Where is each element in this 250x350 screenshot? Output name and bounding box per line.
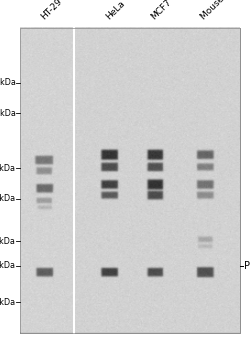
Text: 35kDa: 35kDa	[0, 261, 16, 270]
Text: 25kDa: 25kDa	[0, 298, 16, 307]
Text: 40kDa: 40kDa	[0, 237, 16, 246]
Text: 130kDa: 130kDa	[0, 78, 16, 87]
Text: Mouse brain: Mouse brain	[199, 0, 244, 21]
Text: 55kDa: 55kDa	[0, 194, 16, 203]
Text: MCF7: MCF7	[149, 0, 172, 21]
FancyBboxPatch shape	[20, 28, 239, 332]
Text: PHC2: PHC2	[243, 260, 250, 271]
Text: HT-29: HT-29	[39, 0, 63, 21]
Text: 70kDa: 70kDa	[0, 163, 16, 173]
Text: HeLa: HeLa	[104, 0, 126, 21]
Text: 100kDa: 100kDa	[0, 109, 16, 118]
